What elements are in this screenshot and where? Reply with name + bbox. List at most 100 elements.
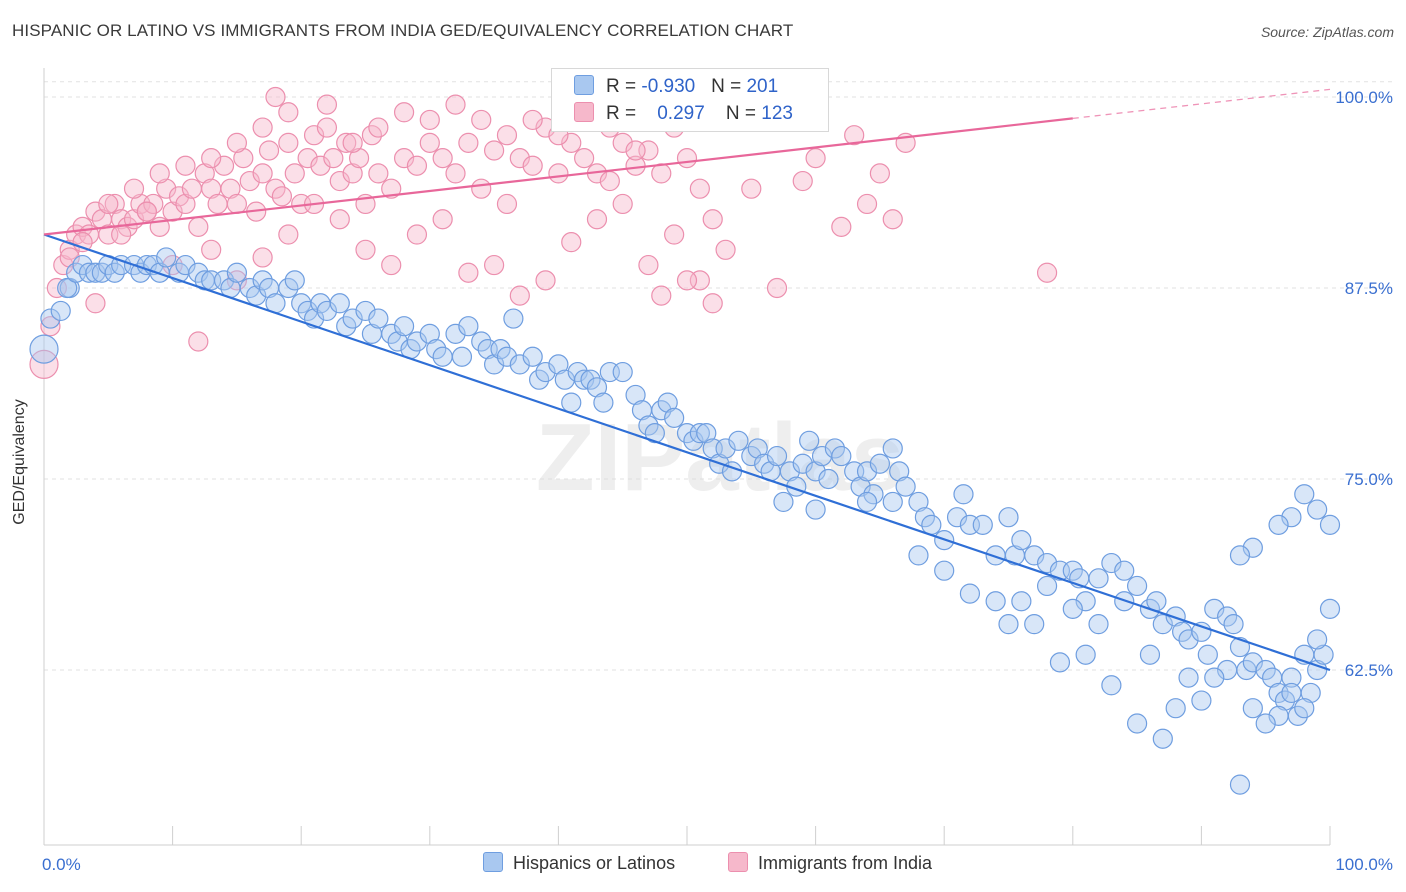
hispanic-point	[432, 346, 453, 367]
hispanic-point	[1178, 667, 1199, 688]
india-point	[432, 209, 453, 230]
india-point	[336, 132, 357, 153]
india-point	[715, 239, 736, 260]
hispanic-point	[934, 560, 955, 581]
india-point	[766, 277, 788, 299]
hispanic-point	[1281, 682, 1302, 704]
india-point	[323, 148, 344, 169]
india-point	[213, 155, 235, 176]
india-point	[856, 193, 878, 215]
hispanic-point	[1204, 667, 1225, 688]
hispanic-point	[728, 430, 749, 451]
india-point	[278, 132, 299, 153]
hispanic-point	[1229, 774, 1251, 795]
hispanic-point	[1101, 675, 1122, 696]
stats-legend: R = -0.930 N = 201 R = 0.297 N = 123	[551, 68, 829, 132]
series-immigrants-from-india	[29, 86, 1058, 379]
india-point	[458, 132, 479, 153]
hispanic-point	[561, 392, 582, 413]
hispanic-point	[503, 308, 524, 329]
n-value: 201	[746, 76, 779, 97]
hispanic-point	[1268, 514, 1289, 535]
india-point	[381, 254, 402, 276]
india-point	[136, 201, 157, 222]
india-point	[869, 163, 891, 184]
india-point	[445, 163, 466, 184]
india-point	[522, 155, 543, 176]
hispanic-point	[1126, 713, 1148, 734]
hispanic-point	[831, 445, 852, 467]
hispanic-point	[1307, 499, 1328, 520]
india-point	[201, 148, 222, 169]
legend-label: Immigrants from India	[758, 853, 933, 873]
axes	[43, 68, 1331, 846]
india-point	[419, 109, 440, 131]
hispanic-point	[1126, 575, 1148, 597]
india-point	[612, 193, 633, 215]
india-point	[201, 239, 222, 260]
india-point	[175, 155, 196, 176]
hispanic-point	[393, 316, 415, 337]
hispanic-point	[284, 270, 305, 291]
hispanic-point	[882, 491, 903, 513]
india-point	[702, 209, 723, 230]
hispanic-point	[419, 323, 440, 344]
hispanic-point	[246, 285, 267, 306]
hispanic-point	[451, 346, 473, 367]
hispanic-point	[657, 392, 678, 413]
hispanic-point	[908, 545, 929, 566]
india-point	[297, 148, 318, 169]
india-point	[496, 193, 518, 215]
india-point	[381, 178, 402, 199]
india-point	[484, 140, 505, 161]
hispanic-point	[1229, 636, 1251, 658]
hispanic-point	[818, 468, 839, 490]
hispanic-point	[612, 361, 633, 383]
hispanic-point	[175, 254, 196, 276]
india-point	[484, 254, 505, 276]
india-point	[651, 163, 672, 184]
legend-label: Hispanics or Latinos	[513, 853, 676, 873]
x-tick-label: 100.0%	[1335, 855, 1393, 874]
hispanic-point	[368, 308, 389, 329]
hispanic-point	[586, 377, 608, 398]
hispanic-point	[696, 423, 717, 444]
blue-swatch	[483, 852, 503, 872]
india-point	[445, 94, 466, 115]
india-point	[303, 125, 325, 146]
india-point	[1036, 262, 1058, 283]
india-point	[702, 293, 723, 314]
hispanic-point	[895, 476, 916, 497]
hispanic-point	[1011, 591, 1032, 612]
hispanic-point	[856, 461, 878, 482]
hispanic-point	[1152, 614, 1173, 635]
india-point	[98, 193, 119, 215]
india-point	[329, 170, 350, 192]
india-point	[586, 209, 608, 230]
india-point	[741, 178, 762, 199]
hispanic-point	[1036, 575, 1058, 597]
india-point	[355, 239, 376, 260]
india-point	[548, 163, 569, 184]
india-point	[638, 254, 659, 276]
hispanic-point	[1075, 644, 1096, 665]
india-point	[226, 132, 247, 153]
india-point	[181, 178, 202, 199]
hispanic-point	[156, 247, 177, 268]
india-point	[599, 170, 620, 192]
hispanic-point	[496, 346, 518, 367]
legend-item-india[interactable]: Immigrants from India	[728, 852, 932, 874]
hispanic-point	[458, 316, 479, 337]
hispanic-point	[355, 300, 376, 322]
hispanic-point	[959, 583, 981, 604]
legend-item-hispanic[interactable]: Hispanics or Latinos	[483, 852, 675, 874]
hispanic-point	[1197, 644, 1218, 665]
r-label: R =	[606, 76, 642, 97]
y-tick-label: 62.5%	[1345, 661, 1393, 680]
hispanic-point	[329, 293, 350, 314]
hispanic-point	[850, 476, 871, 497]
hispanic-point	[773, 491, 794, 513]
hispanic-point	[548, 354, 569, 375]
india-point	[226, 193, 247, 215]
pink-swatch	[728, 852, 748, 872]
